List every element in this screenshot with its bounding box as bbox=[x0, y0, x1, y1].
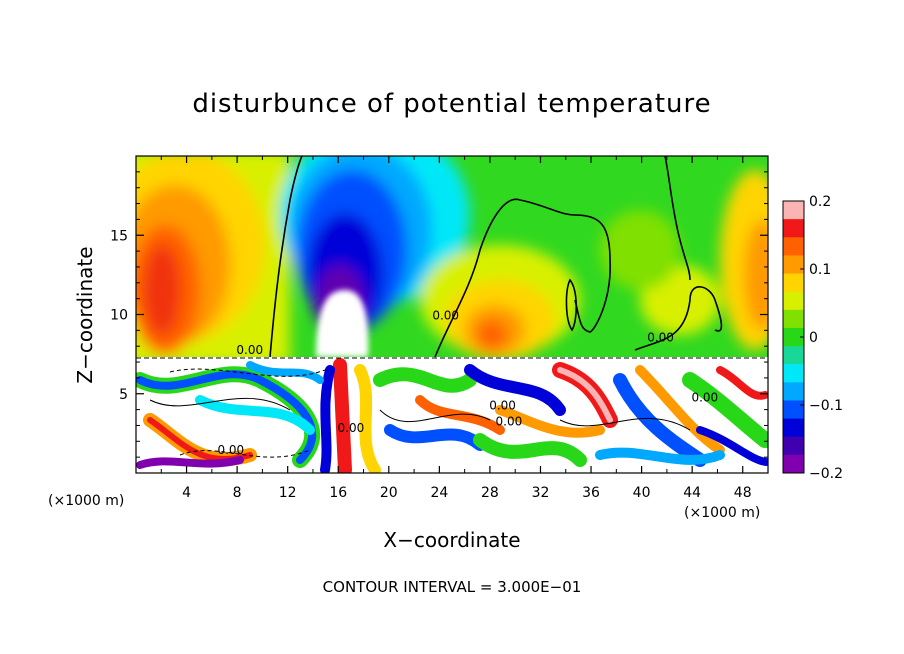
contour-label: 0.00 bbox=[236, 343, 263, 357]
x-tick-label: 36 bbox=[582, 485, 600, 501]
contour-label: 0.00 bbox=[432, 308, 459, 322]
x-tick-label: 32 bbox=[532, 485, 550, 501]
x-tick-label: 20 bbox=[380, 485, 398, 501]
colorbar-tick-label: 0 bbox=[809, 330, 818, 346]
colorbar-swatch bbox=[783, 273, 804, 293]
contour-labels: 0.000.000.000.000.000.000.000.00 bbox=[217, 308, 718, 457]
x-tick-label: 28 bbox=[481, 485, 499, 501]
colorbar-swatch bbox=[783, 327, 804, 347]
x-tick-label: 16 bbox=[329, 485, 347, 501]
zero-contours bbox=[269, 156, 723, 358]
contour-label: 0.00 bbox=[489, 399, 516, 413]
colorbar-swatch bbox=[783, 291, 804, 311]
colorbar-tick-label: −0.1 bbox=[809, 398, 843, 414]
colorbar-swatch bbox=[783, 219, 804, 238]
x-axis: 4 8 12 16 20 24 28 32 36 40 44 48 bbox=[160, 156, 752, 501]
colorbar-swatch bbox=[783, 400, 804, 420]
y-tick-label: 5 bbox=[119, 387, 128, 403]
contour-label: 0.00 bbox=[217, 443, 244, 457]
colorbar-swatch bbox=[783, 436, 804, 456]
contour-label: 0.00 bbox=[647, 330, 674, 344]
colorbar-swatch bbox=[783, 346, 804, 365]
x-tick-label: 12 bbox=[279, 485, 297, 501]
contour-interval-note: CONTOUR INTERVAL = 3.000E−01 bbox=[323, 578, 582, 596]
y-axis-label: Z−coordinate bbox=[73, 246, 97, 383]
x-axis-label: X−coordinate bbox=[383, 528, 520, 552]
colorbar-tick-label: 0.1 bbox=[809, 262, 831, 278]
x-tick-label: 44 bbox=[683, 485, 701, 501]
x-unit-left: (×1000 m) bbox=[48, 493, 124, 509]
contour-label: 0.00 bbox=[496, 414, 523, 428]
colorbar-swatch bbox=[783, 309, 804, 329]
colorbar-swatch bbox=[783, 364, 804, 383]
colorbar-swatch bbox=[783, 418, 804, 438]
x-tick-label: 24 bbox=[430, 485, 448, 501]
x-tick-label: 8 bbox=[233, 485, 242, 501]
contour-label: 0.00 bbox=[691, 391, 718, 405]
x-tick-label: 4 bbox=[182, 485, 191, 501]
colorbar-swatch bbox=[783, 237, 804, 256]
contour-label: 0.00 bbox=[338, 421, 365, 435]
chart-title: disturbunce of potential temperature bbox=[192, 89, 711, 119]
y-tick-label: 10 bbox=[110, 308, 128, 324]
colorbar-tick-label: 0.2 bbox=[809, 194, 831, 210]
colorbar-tick-label: −0.2 bbox=[809, 466, 843, 482]
x-tick-label: 48 bbox=[734, 485, 752, 501]
colorbar-swatch bbox=[783, 382, 804, 401]
colorbar: 0.2 0.1 0 −0.1 −0.2 bbox=[782, 194, 843, 482]
x-unit-right: (×1000 m) bbox=[684, 505, 760, 521]
y-tick-label: 15 bbox=[110, 228, 128, 244]
heatmap-field bbox=[136, 156, 768, 473]
colorbar-swatch bbox=[783, 255, 804, 275]
colorbar-swatch bbox=[783, 201, 804, 220]
y-axis: 5 10 15 bbox=[110, 171, 768, 458]
colorbar-swatch bbox=[783, 454, 804, 474]
x-tick-label: 40 bbox=[633, 485, 651, 501]
